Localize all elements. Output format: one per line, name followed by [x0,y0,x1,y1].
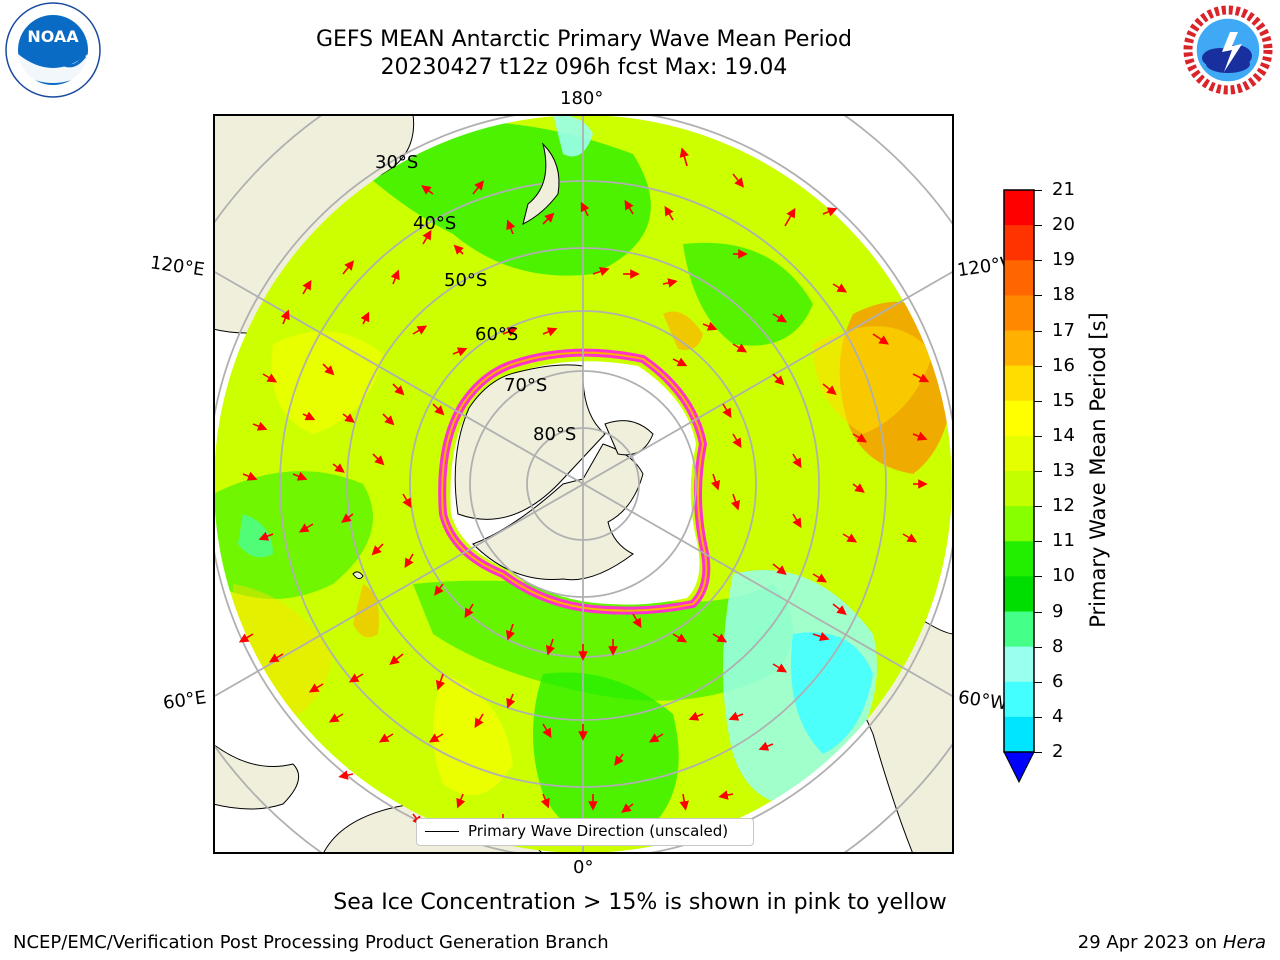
colorbar-tick-label: 13 [1052,460,1075,481]
colorbar-swatch [1004,400,1034,437]
nws-logo [1178,2,1278,98]
colorbar-tick-mark [1034,400,1042,402]
colorbar-swatches [1003,189,1035,784]
colorbar-extend-triangle [1003,751,1035,784]
lon-label-60w: 60°W [956,686,1006,715]
colorbar-tick-mark [1034,330,1042,332]
colorbar-tick-label: 18 [1052,284,1075,306]
chart-subtitle: 20230427 t12z 096h fcst Max: 19.04 [380,55,788,80]
colorbar-swatch [1004,541,1034,577]
colorbar-tick-label: 8 [1052,635,1064,657]
lat-label-30s: 30°S [375,152,419,173]
colorbar-swatch [1004,260,1034,296]
colorbar-tick-mark [1034,471,1042,472]
lon-label-180: 180° [560,88,604,109]
colorbar [1003,189,1035,789]
lat-label-80s: 80°S [533,424,577,445]
sea-ice-caption: Sea Ice Concentration > 15% is shown in … [333,890,947,915]
chart-title: GEFS MEAN Antarctic Primary Wave Mean Pe… [315,27,853,52]
colorbar-label: Primary Wave Mean Period [s] [1086,312,1110,628]
colorbar-tick-mark [1034,295,1042,297]
colorbar-swatch [1004,225,1034,261]
colorbar-tick-mark [1034,541,1042,543]
colorbar-swatch [1004,716,1034,753]
colorbar-swatch [1004,681,1034,718]
legend-line-sample [425,831,459,832]
colorbar-tick-mark [1034,190,1042,191]
colorbar-tick-label: 14 [1052,424,1075,446]
colorbar-tick-label: 17 [1052,319,1075,341]
colorbar-swatch [1004,365,1034,402]
colorbar-tick-label: 16 [1052,354,1075,376]
lat-label-70s: 70°S [504,375,548,396]
lon-label-0: 0° [573,857,594,878]
colorbar-swatch [1004,295,1034,331]
footer-date: 29 Apr 2023 on Hera [1078,932,1266,953]
colorbar-swatch [1004,190,1034,226]
colorbar-tick-label: 12 [1052,495,1075,517]
colorbar-swatch [1004,330,1034,367]
colorbar-swatch [1004,576,1034,612]
lat-label-40s: 40°S [413,213,457,234]
colorbar-swatch [1004,506,1034,542]
colorbar-tick-mark [1034,225,1042,227]
colorbar-tick-mark [1034,716,1042,718]
polar-map [213,114,954,863]
colorbar-tick-label: 6 [1052,670,1064,692]
lon-label-60e: 60°E [161,687,208,714]
colorbar-tick-label: 21 [1052,179,1075,200]
colorbar-tick-label: 15 [1052,389,1075,411]
colorbar-tick-label: 11 [1052,530,1075,552]
colorbar-tick-mark [1034,365,1042,367]
footer-date-text: 29 Apr 2023 on [1077,932,1223,953]
colorbar-tick-mark [1034,752,1042,753]
footer-credit: NCEP/EMC/Verification Post Processing Pr… [13,932,609,953]
colorbar-tick-mark [1034,646,1042,648]
colorbar-tick-label: 19 [1052,249,1075,271]
noaa-logo-text: NOAA [27,27,79,46]
lon-label-120e: 120°E [148,252,206,281]
colorbar-tick-label: 20 [1052,214,1075,236]
colorbar-tick-label: 10 [1052,565,1075,587]
colorbar-tick-label: 9 [1052,600,1064,622]
colorbar-swatch [1004,471,1034,507]
colorbar-swatch [1004,611,1034,648]
colorbar-tick-label: 2 [1052,741,1064,762]
colorbar-tick-mark [1034,435,1042,437]
colorbar-swatch [1004,435,1034,472]
footer-host: Hera [1222,932,1266,953]
lat-label-60s: 60°S [475,324,519,345]
lat-label-50s: 50°S [444,270,488,291]
map-legend: Primary Wave Direction (unscaled) [416,818,754,846]
legend-label: Primary Wave Direction (unscaled) [468,822,729,840]
colorbar-tick-mark [1034,260,1042,262]
colorbar-swatch [1004,646,1034,683]
noaa-logo: NOAA [3,2,103,98]
colorbar-tick-mark [1034,576,1042,578]
colorbar-tick-mark [1034,681,1042,683]
colorbar-tick-label: 4 [1052,705,1064,727]
colorbar-tick-mark [1034,611,1042,613]
colorbar-tick-mark [1034,506,1042,508]
